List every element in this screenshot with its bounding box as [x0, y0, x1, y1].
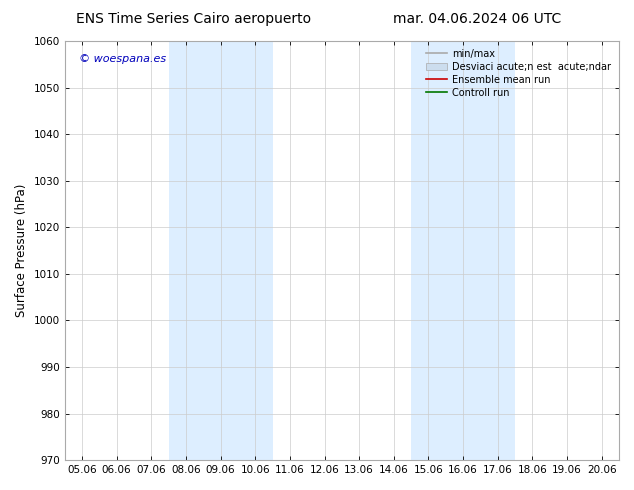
Text: © woespana.es: © woespana.es	[79, 53, 165, 64]
Text: mar. 04.06.2024 06 UTC: mar. 04.06.2024 06 UTC	[393, 12, 561, 26]
Text: ENS Time Series Cairo aeropuerto: ENS Time Series Cairo aeropuerto	[76, 12, 311, 26]
Legend: min/max, Desviaci acute;n est  acute;ndar, Ensemble mean run, Controll run: min/max, Desviaci acute;n est acute;ndar…	[423, 46, 614, 100]
Bar	[411, 41, 515, 460]
Y-axis label: Surface Pressure (hPa): Surface Pressure (hPa)	[15, 184, 28, 318]
Bar	[169, 41, 273, 460]
